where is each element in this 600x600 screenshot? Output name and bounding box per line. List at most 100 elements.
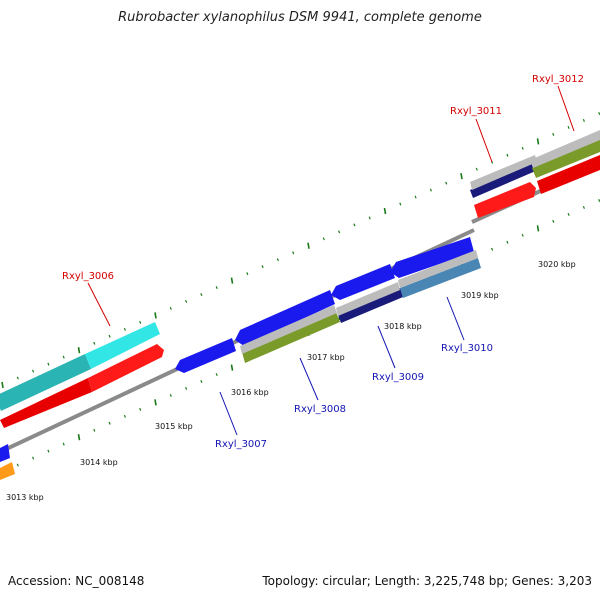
feature-steel-3010[interactable] [400, 258, 481, 298]
outer-tick-minor [16, 376, 19, 380]
outer-tick-major [154, 312, 157, 319]
inner-tick-major [77, 434, 81, 441]
gene-label-3011[interactable]: Rxyl_3011 [450, 106, 502, 117]
feature-grey-3009[interactable] [336, 282, 400, 316]
outer-tick-minor [215, 286, 218, 290]
outer-tick-minor [445, 181, 448, 185]
inner-tick-minor [552, 219, 555, 223]
outer-tick-minor [292, 251, 295, 255]
inner-tick-minor [582, 205, 585, 209]
outer-tick-major [230, 277, 234, 284]
cds-forward-2[interactable] [88, 344, 164, 392]
outer-tick-minor [414, 195, 417, 199]
feature-grey-3008[interactable] [240, 305, 337, 354]
outer-tick-minor [47, 362, 50, 366]
leader-3008 [299, 357, 319, 401]
feature-olive-3012[interactable] [532, 139, 600, 178]
feature-grey-3010[interactable] [398, 250, 478, 288]
outer-tick-major [307, 242, 310, 249]
feature-orange-edge[interactable] [0, 462, 15, 480]
leader-3007 [219, 391, 238, 436]
feature-grey-3011[interactable] [470, 155, 537, 190]
outer-tick-minor [185, 299, 188, 303]
genome-stats-text: Topology: circular; Length: 3,225,748 bp… [262, 574, 592, 588]
scale-label-3016: 3016 kbp [231, 388, 269, 397]
inner-tick-minor [93, 428, 96, 432]
scale-label-3014: 3014 kbp [80, 458, 118, 467]
inner-tick-minor [123, 414, 126, 418]
inner-tick-minor [139, 407, 142, 411]
feature-cyan-2[interactable] [85, 322, 160, 369]
outer-tick-major [536, 138, 540, 145]
inner-tick-minor [338, 317, 341, 321]
outer-tick-major [460, 173, 463, 180]
outer-tick-major [1, 381, 4, 389]
leader-3006 [87, 282, 111, 327]
inner-tick-minor [16, 463, 19, 467]
scale-label-3019: 3019 kbp [461, 291, 499, 300]
outer-tick-minor [108, 334, 111, 338]
scale-label-3020: 3020 kbp [538, 260, 576, 269]
inner-tick-minor [567, 212, 570, 216]
inner-tick-minor [32, 456, 35, 460]
outer-tick-minor [506, 153, 509, 157]
gene-label-3007[interactable]: Rxyl_3007 [215, 439, 267, 450]
inner-tick-minor [47, 449, 50, 453]
map-title: Rubrobacter xylanophilus DSM 9941, compl… [118, 10, 482, 25]
outer-tick-minor [276, 258, 279, 262]
cds-reverse-3009[interactable] [331, 264, 395, 300]
gene-label-3006[interactable]: Rxyl_3006 [62, 271, 114, 282]
outer-tick-minor [368, 216, 371, 220]
outer-tick-major [383, 207, 387, 215]
outer-tick-minor [261, 265, 264, 269]
cds-forward-3011[interactable] [474, 182, 536, 218]
inner-tick-minor [506, 240, 509, 244]
gene-label-3008[interactable]: Rxyl_3008 [294, 404, 346, 415]
outer-tick-minor [93, 341, 96, 345]
feature-navy-3009[interactable] [338, 288, 403, 323]
outer-tick-minor [429, 188, 432, 192]
outer-tick-minor [399, 202, 402, 206]
feature-navy-3011[interactable] [470, 162, 538, 198]
feature-grey-3012[interactable] [530, 130, 600, 168]
outer-tick-minor [32, 369, 35, 373]
scale-label-3015: 3015 kbp [155, 422, 193, 431]
cds-forward-1[interactable] [0, 378, 92, 428]
inner-tick-major [154, 399, 157, 406]
inner-tick-minor [215, 373, 218, 377]
outer-tick-minor [246, 272, 249, 276]
outer-tick-minor [552, 132, 555, 136]
leader-3009 [377, 325, 396, 369]
outer-tick-minor [582, 118, 585, 122]
outer-tick-minor [338, 230, 341, 234]
gene-label-3012[interactable]: Rxyl_3012 [532, 74, 584, 85]
inner-tick-minor [521, 233, 524, 237]
feature-olive-3008[interactable] [242, 312, 340, 363]
cds-reverse-3010[interactable] [390, 237, 474, 278]
outer-tick-major [77, 347, 81, 354]
outer-tick-minor [62, 355, 65, 359]
inner-tick-major [230, 364, 234, 371]
cds-reverse-3008[interactable] [235, 290, 335, 346]
cds-reverse-edge[interactable] [0, 444, 10, 462]
inner-tick-major [536, 225, 540, 232]
scale-label-3018: 3018 kbp [384, 322, 422, 331]
leader-3011 [475, 118, 493, 163]
feature-cyan-1[interactable] [0, 354, 91, 411]
outer-tick-minor [475, 167, 478, 171]
outer-tick-minor [139, 320, 142, 324]
cds-forward-3012[interactable] [537, 155, 600, 194]
outer-tick-minor [521, 146, 524, 150]
inner-tick-minor [200, 380, 203, 383]
gene-label-3010[interactable]: Rxyl_3010 [441, 343, 493, 354]
accession-text: Accession: NC_008148 [8, 574, 145, 588]
outer-tick-minor [567, 125, 570, 129]
inner-tick-minor [491, 247, 494, 251]
inner-tick-minor [185, 386, 188, 390]
outer-tick-minor [200, 293, 203, 296]
gene-label-3009[interactable]: Rxyl_3009 [372, 372, 424, 383]
outer-tick-minor [322, 237, 325, 241]
cds-reverse-3007[interactable] [175, 338, 236, 373]
leader-3012 [557, 85, 575, 132]
